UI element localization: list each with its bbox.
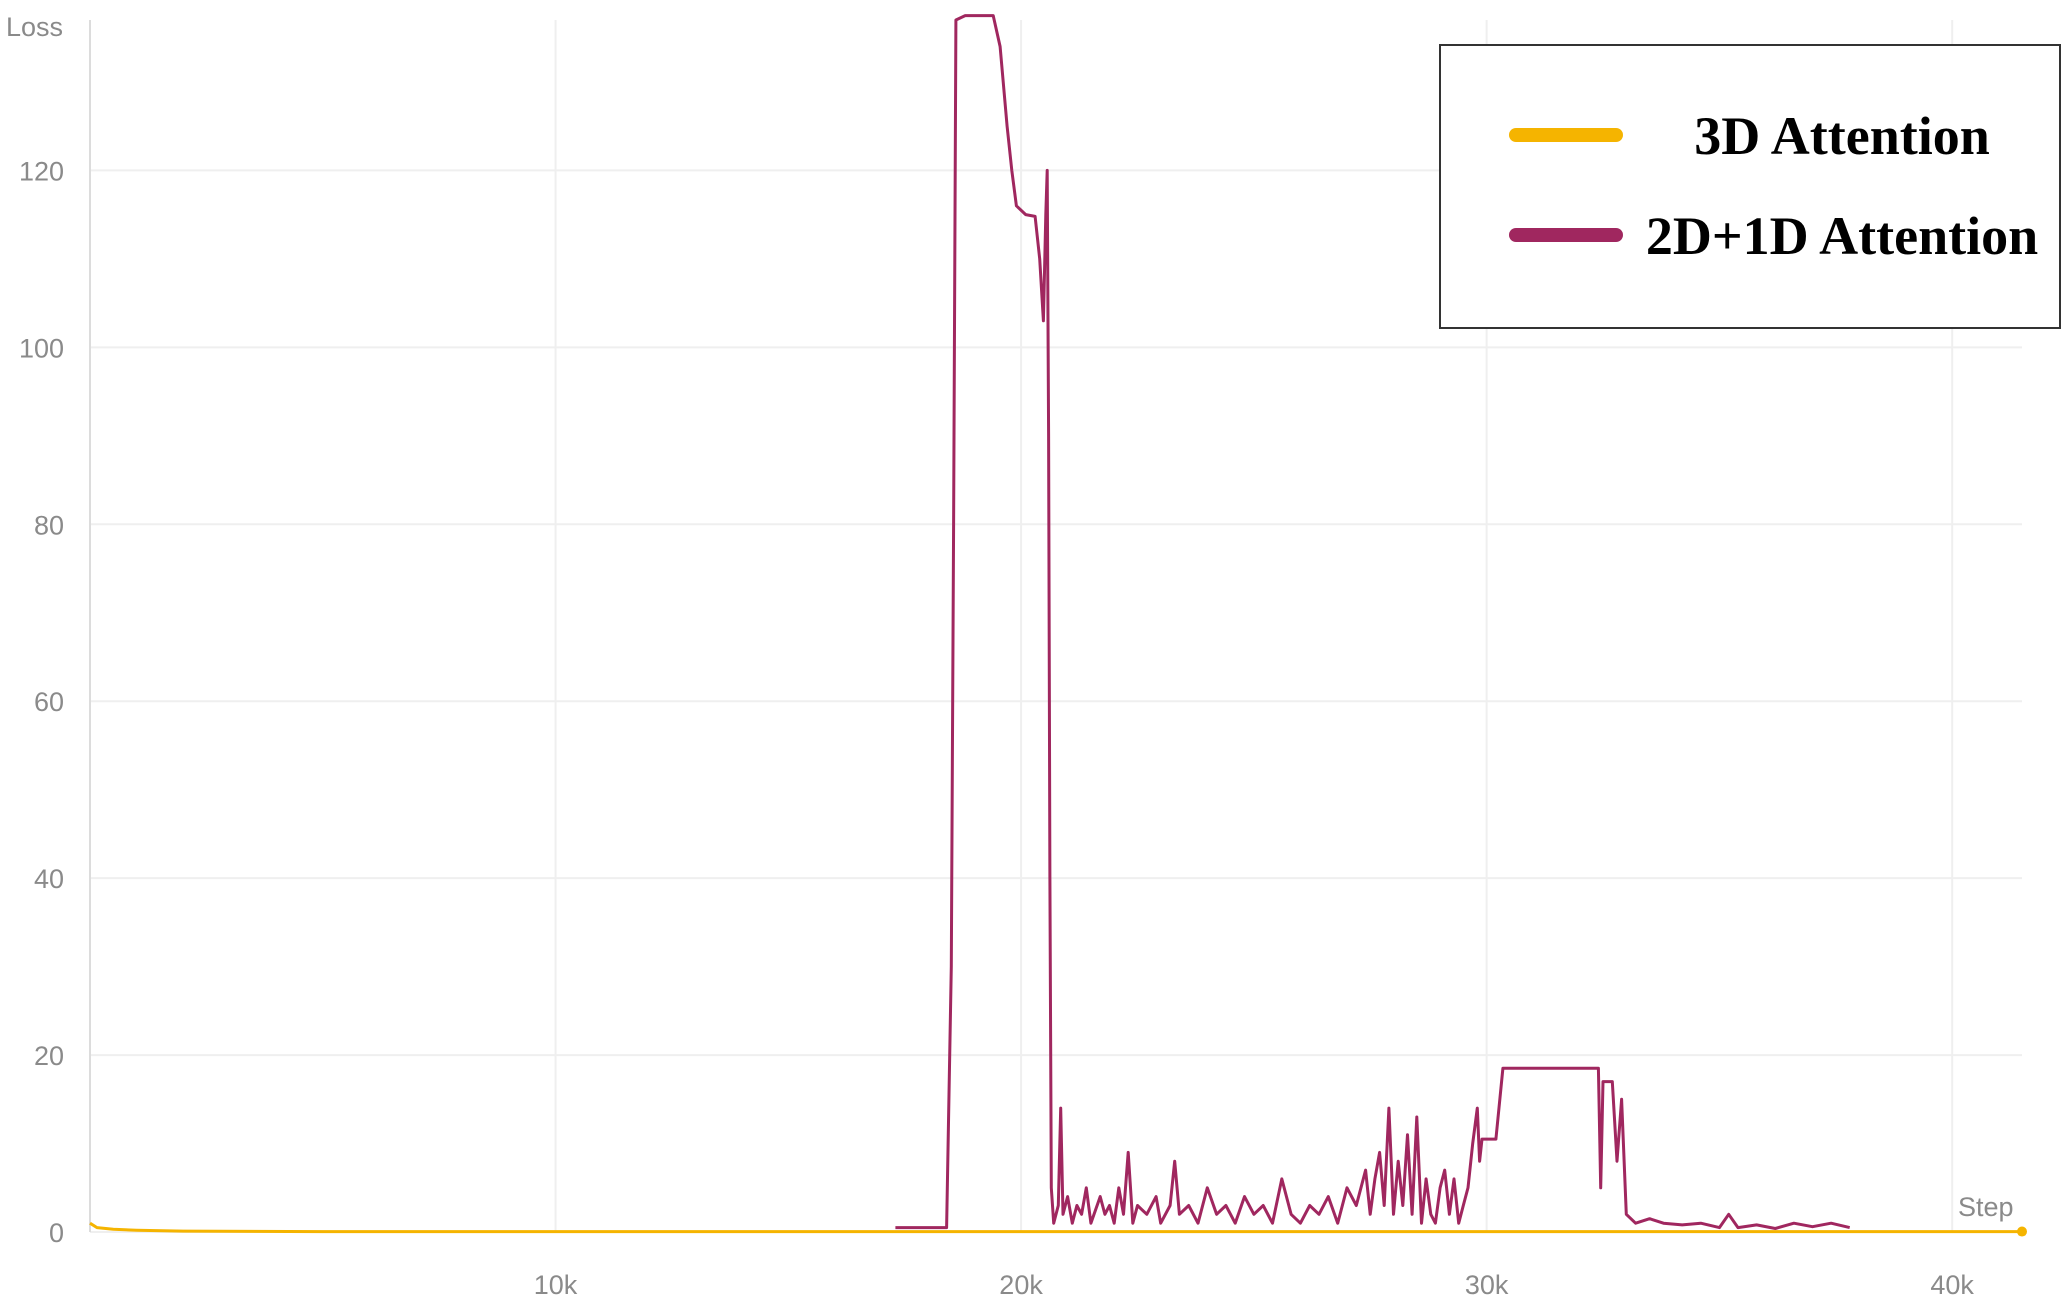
legend-label-3d-attention: 3D Attention — [1694, 106, 1990, 166]
x-tick-label: 40k — [1930, 1270, 1974, 1300]
series-end-marker — [2017, 1226, 2027, 1237]
series-lines — [89, 14, 2027, 1237]
y-tick-label: 20 — [34, 1041, 64, 1071]
y-tick-labels: 0 20 40 60 80 100 120 — [19, 156, 64, 1248]
x-axis-label: Step — [1958, 1192, 2014, 1222]
x-tick-label: 20k — [999, 1270, 1043, 1300]
series-line-2d-1d-attention — [895, 14, 1851, 1230]
y-tick-label: 120 — [19, 156, 64, 186]
x-tick-label: 30k — [1465, 1270, 1509, 1300]
legend: 3D Attention 2D+1D Attention — [1439, 44, 2061, 329]
y-tick-label: 40 — [34, 864, 64, 894]
x-tick-label: 10k — [534, 1270, 578, 1300]
y-tick-label: 80 — [34, 510, 64, 540]
y-tick-label: 100 — [19, 333, 64, 363]
legend-box — [1439, 44, 2061, 329]
y-tick-label: 0 — [49, 1218, 64, 1248]
series-line-3d-attention — [89, 1221, 2022, 1234]
y-axis-label: Loss — [6, 12, 63, 42]
x-tick-labels: 10k 20k 30k 40k — [534, 1270, 1975, 1300]
y-tick-label: 60 — [34, 687, 64, 717]
legend-label-2d1d-attention: 2D+1D Attention — [1646, 206, 2038, 266]
